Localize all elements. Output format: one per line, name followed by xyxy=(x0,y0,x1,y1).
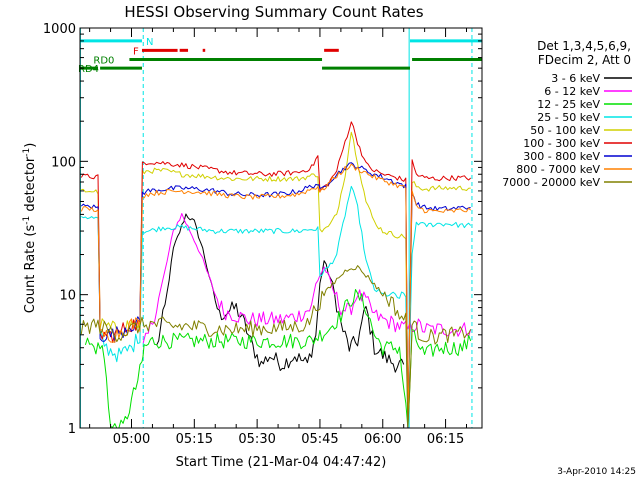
flag-label-rd4: RD4 xyxy=(78,64,99,75)
y-axis-label: Count Rate (s-1 detector-1) xyxy=(22,143,38,314)
x-tick-label-2: 05:30 xyxy=(238,432,275,447)
y-tick-label-3: 1000 xyxy=(43,22,76,37)
y-axis-label-main: Count Rate (s xyxy=(23,225,38,314)
y-tick-label-2: 100 xyxy=(51,155,76,170)
x-tick-label-3: 05:45 xyxy=(301,432,338,447)
legend-entry-label-5: 100 - 300 keV xyxy=(523,137,600,150)
flag-label-rd0: RD0 xyxy=(93,56,114,67)
legend-entry-label-8: 7000 - 20000 keV xyxy=(502,176,600,189)
series-layer xyxy=(80,121,472,429)
series-line-1 xyxy=(142,213,472,344)
legend-entry-label-6: 300 - 800 keV xyxy=(523,150,600,163)
y-axis-label-end: ) xyxy=(23,143,38,148)
x-tick-label-0: 05:00 xyxy=(113,432,150,447)
x-tick-label-5: 06:15 xyxy=(427,432,464,447)
legend-entry-label-7: 800 - 7000 keV xyxy=(516,163,600,176)
legend-entry-label-4: 50 - 100 keV xyxy=(530,124,600,137)
legend-entry-label-3: 25 - 50 keV xyxy=(537,111,600,124)
flag-label-n: N xyxy=(146,37,153,48)
series-line-2 xyxy=(84,289,472,429)
legend: Det 1,3,4,5,6,9, FDecim 2, Att 0 3 - 6 k… xyxy=(502,39,632,189)
generation-timestamp: 3-Apr-2010 14:25 xyxy=(557,467,636,477)
legend-header-line-1: Det 1,3,4,5,6,9, xyxy=(537,39,631,53)
y-tick-label-1: 10 xyxy=(59,289,76,304)
legend-entry-label-1: 6 - 12 keV xyxy=(544,85,600,98)
legend-entry-label-0: 3 - 6 keV xyxy=(551,72,600,85)
y-axis-label-sup2: -1 xyxy=(22,148,32,157)
chart-title: HESSI Observing Summary Count Rates xyxy=(124,3,423,21)
series-line-0 xyxy=(156,213,405,373)
y-axis-label-mid: detector xyxy=(23,156,38,216)
x-tick-label-1: 05:15 xyxy=(176,432,213,447)
y-tick-label-0: 1 xyxy=(68,422,76,437)
series-line-5 xyxy=(80,121,472,429)
x-axis-label: Start Time (21-Mar-04 04:47:42) xyxy=(176,455,387,470)
series-line-7 xyxy=(80,163,472,428)
flag-label-f: F xyxy=(133,46,139,57)
axes: 1 10 100 1000 05:00 05:15 05:30 05:45 06:00 06:15 xyxy=(43,22,483,447)
legend-entry-label-2: 12 - 25 keV xyxy=(537,98,600,111)
x-tick-label-4: 06:00 xyxy=(364,432,401,447)
legend-header-line-2: FDecim 2, Att 0 xyxy=(538,53,631,67)
series-line-8 xyxy=(80,265,472,428)
y-axis-label-sup1: -1 xyxy=(22,216,32,225)
plot-frame xyxy=(79,27,483,429)
